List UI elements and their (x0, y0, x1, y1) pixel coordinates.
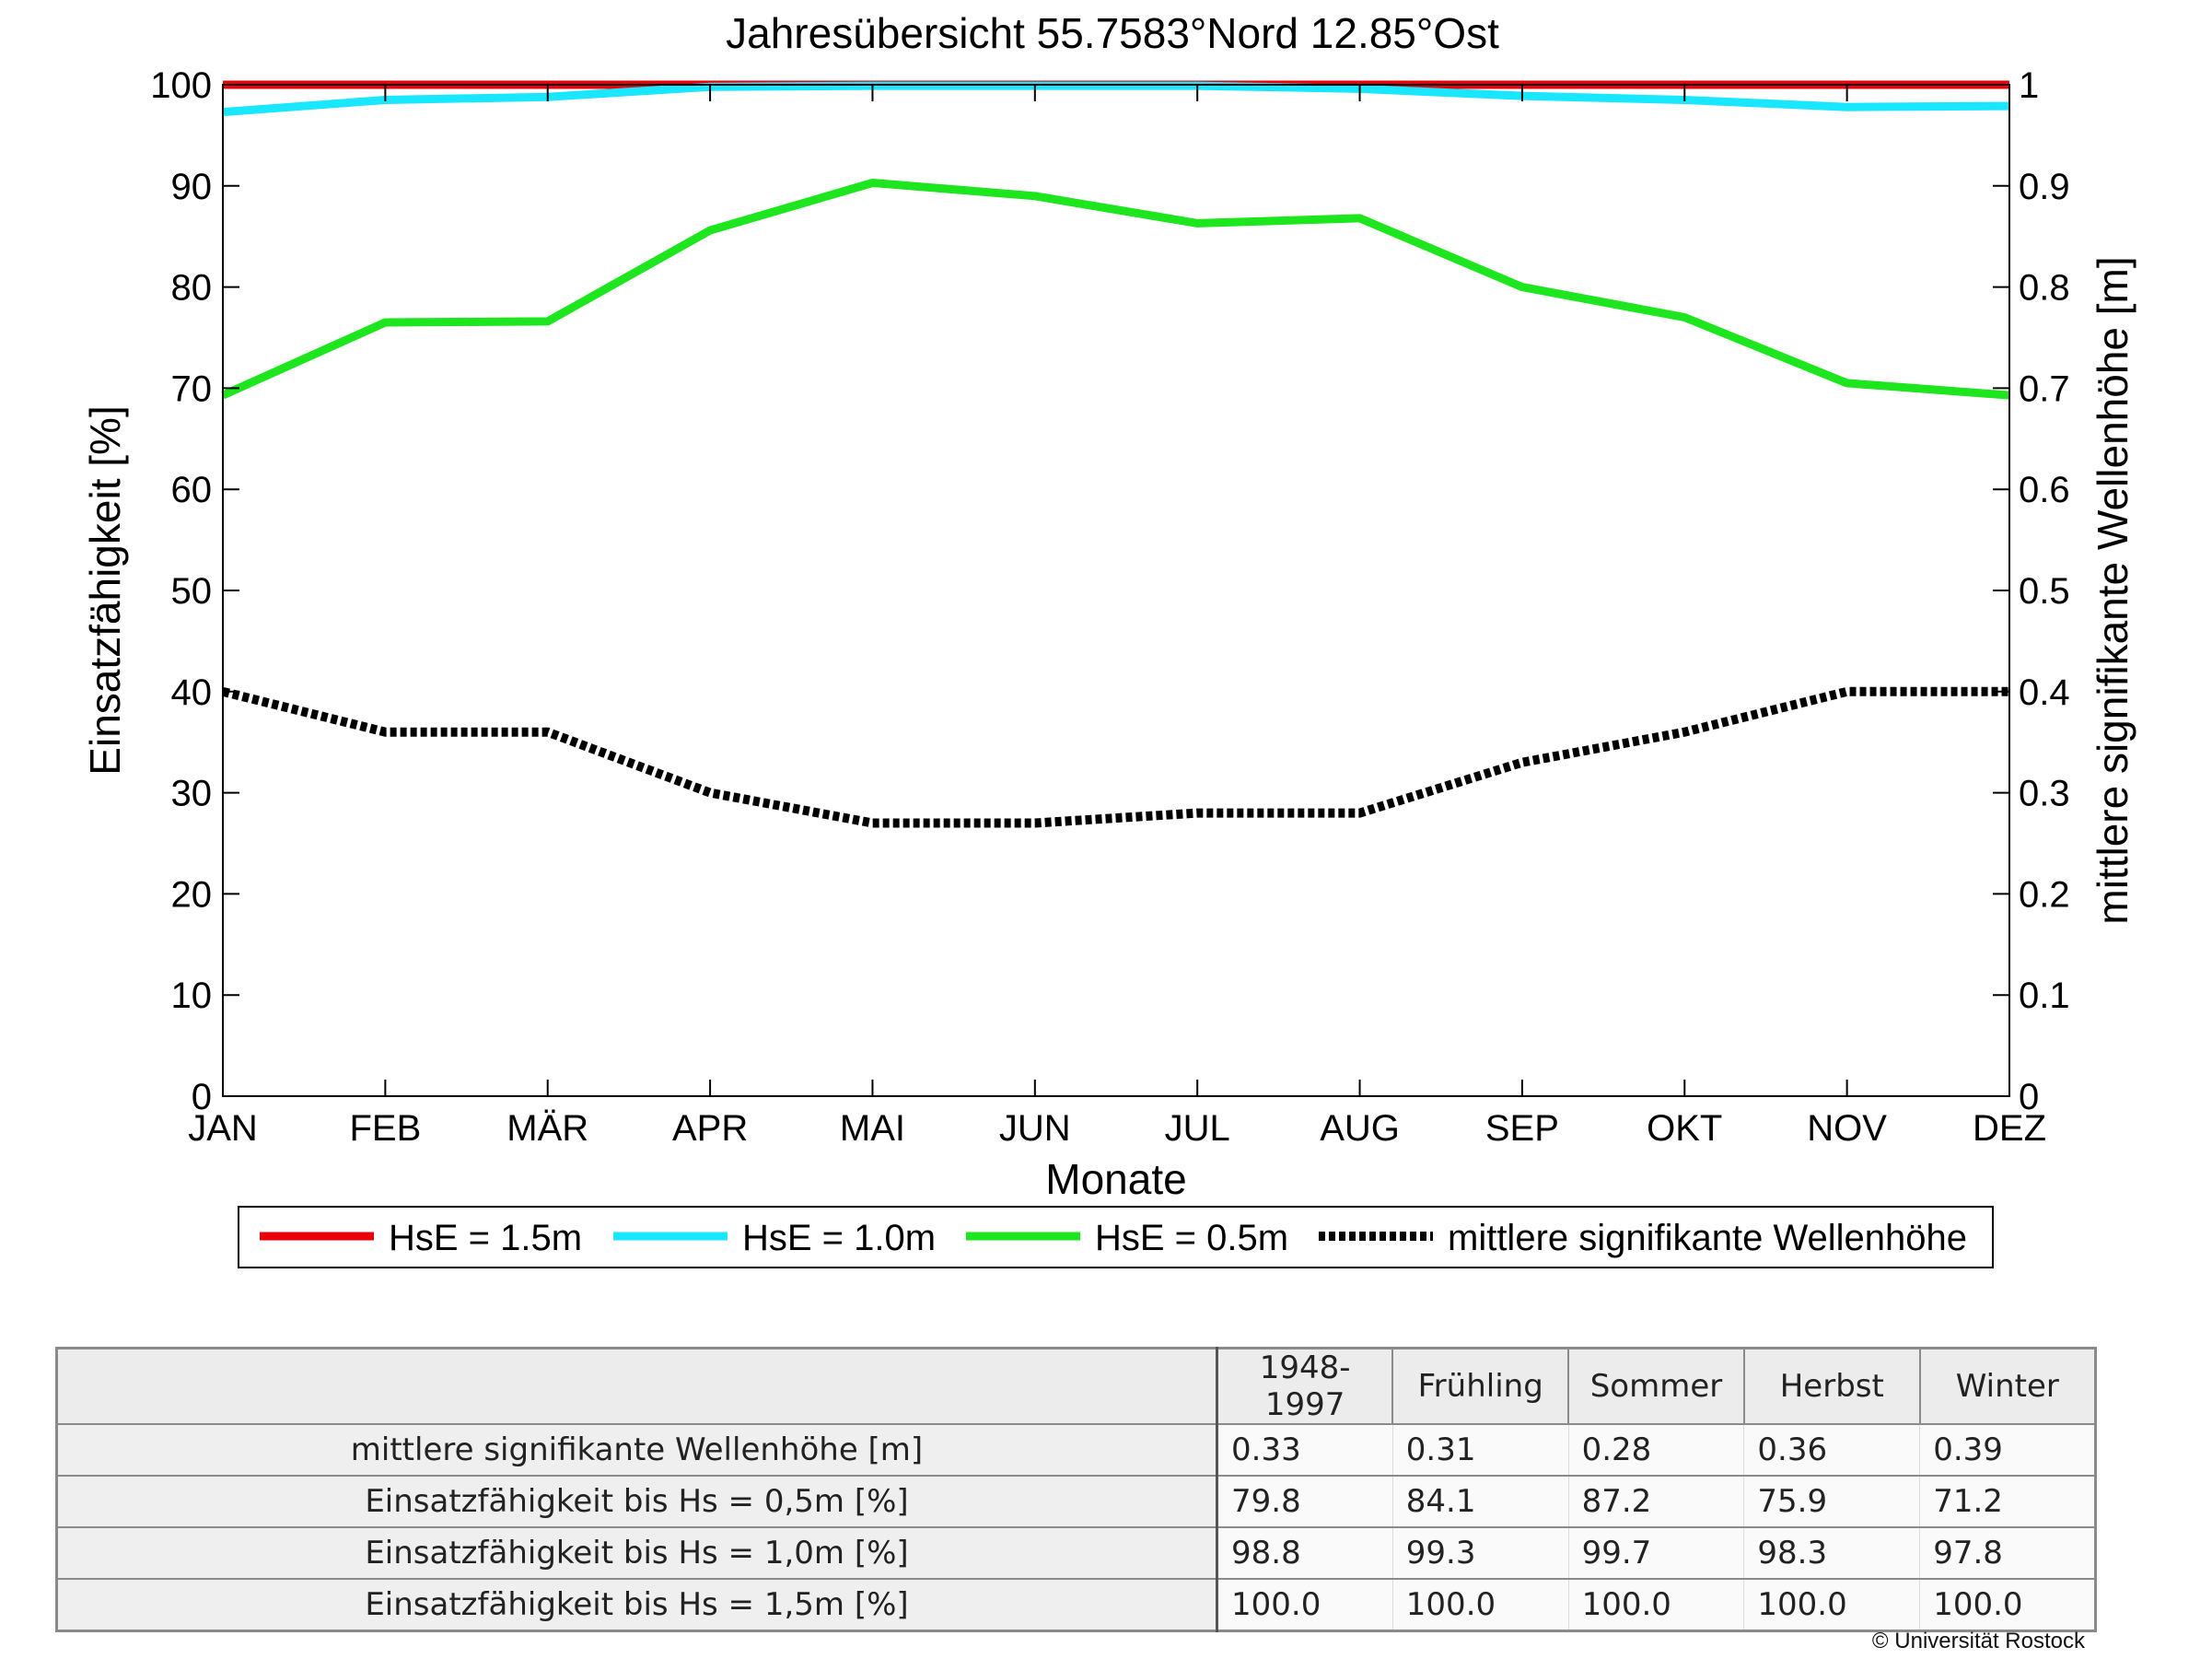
y-tick-label: 100 (150, 65, 212, 106)
table-cell: 100.0 (1391, 1578, 1569, 1632)
table-header-row: 1948-1997 Frühling Sommer Herbst Winter (55, 1347, 2097, 1425)
table-cell: 0.31 (1391, 1423, 1569, 1477)
legend-box (238, 1206, 1994, 1268)
plot-lines (221, 80, 2010, 828)
x-axis-label: Monate (1045, 1155, 1186, 1203)
table-cell: 75.9 (1743, 1475, 1921, 1528)
series-line (221, 179, 2010, 400)
y2-tick-label: 0.4 (2019, 672, 2070, 713)
column-header: 1948-1997 (1216, 1347, 1394, 1425)
y2-tick-label: 0.2 (2019, 874, 2070, 915)
y-tick-label: 70 (171, 368, 213, 409)
x-tick-label: JUL (1165, 1108, 1230, 1149)
table-corner-cell (55, 1347, 1218, 1425)
column-header: Winter (1918, 1347, 2097, 1425)
y2-tick-label: 0.9 (2019, 167, 2070, 207)
y-tick-label: 60 (171, 470, 213, 510)
x-tick-label: JUN (999, 1108, 1071, 1149)
legend-label: HsE = 1.5m (389, 1218, 582, 1258)
column-header: Sommer (1567, 1347, 1745, 1425)
table-cell: 97.8 (1919, 1526, 2096, 1580)
x-tick-label: AUG (1320, 1108, 1400, 1149)
x-tick-label: MAI (840, 1108, 905, 1149)
legend: HsE = 1.5m HsE = 1.0m HsE = 0.5m mittlere s… (260, 1218, 1967, 1258)
series-line (221, 686, 2009, 828)
y2-tick-label: 0.7 (2019, 368, 2070, 409)
x-tick-label: NOV (1807, 1108, 1887, 1149)
y-tick-label: 50 (171, 571, 213, 612)
y2-tick-label: 1 (2019, 65, 2039, 106)
y-tick-label: 20 (171, 874, 213, 915)
statistics-table: 1948-1997 Frühling Sommer Herbst Winter … (55, 1347, 2097, 1632)
y2-axis: 0 0.1 0.2 0.3 0.4 0.5 0.6 0.7 0.8 0.9 1 (1993, 65, 2070, 1117)
x-tick-label: FEB (349, 1108, 421, 1149)
y2-tick-label: 0.3 (2019, 774, 2070, 814)
table-cell: 87.2 (1567, 1475, 1745, 1528)
y-tick-label: 10 (171, 976, 213, 1016)
chart-title: Jahresübersicht 55.7583°Nord 12.85°Ost (726, 9, 1499, 57)
x-tick-label: JAN (188, 1108, 258, 1149)
x-axis: JAN FEB MÄR APR MAI JUN JUL AUG SEP OKT NOV DEZ (188, 85, 2046, 1149)
table-cell: 71.2 (1919, 1475, 2096, 1528)
column-header: Herbst (1742, 1347, 1921, 1425)
x-tick-label: MÄR (506, 1108, 588, 1149)
table-cell: 0.39 (1919, 1423, 2096, 1477)
table-row: Einsatzfähigkeit bis Hs = 1,0m [%] 98.8 … (55, 1526, 2096, 1580)
y-tick-label: 30 (171, 774, 213, 814)
column-header: Frühling (1391, 1347, 1570, 1425)
table-cell: 0.36 (1743, 1423, 1921, 1477)
x-tick-label: OKT (1647, 1108, 1722, 1149)
y2-axis-label: mittlere signifikante Wellenhöhe [m] (2089, 256, 2136, 924)
y2-tick-label: 0 (2019, 1077, 2039, 1117)
y2-tick-label: 0.6 (2019, 470, 2070, 510)
table-cell: 100.0 (1919, 1578, 2096, 1632)
copyright-text: © Universität Rostock (1871, 1629, 2085, 1653)
table-row: mittlere signifikante Wellenhöhe [m] 0.3… (55, 1423, 2096, 1477)
y2-tick-label: 0.8 (2019, 268, 2070, 309)
y2-tick-label: 0.1 (2019, 976, 2070, 1016)
legend-label: HsE = 1.0m (742, 1218, 936, 1258)
table-cell: 0.28 (1567, 1423, 1745, 1477)
row-label: Einsatzfähigkeit bis Hs = 1,0m [%] (55, 1526, 1218, 1580)
x-tick-label: DEZ (1973, 1108, 2046, 1149)
y-axis-label: Einsatzfähigkeit [%] (81, 405, 129, 775)
y-tick-label: 90 (171, 167, 213, 207)
x-tick-label: SEP (1485, 1108, 1559, 1149)
row-label: Einsatzfähigkeit bis Hs = 0,5m [%] (55, 1475, 1218, 1528)
y-axis: 0 10 20 30 40 50 60 70 80 90 100 (150, 65, 239, 1117)
legend-label: mittlere signifikante Wellenhöhe (1448, 1218, 1967, 1258)
table-cell: 98.8 (1217, 1526, 1393, 1580)
table-row: Einsatzfähigkeit bis Hs = 0,5m [%] 79.8 … (55, 1475, 2096, 1528)
table-cell: 84.1 (1391, 1475, 1569, 1528)
table-cell: 98.3 (1743, 1526, 1921, 1580)
x-tick-label: APR (672, 1108, 748, 1149)
table-cell: 100.0 (1567, 1578, 1745, 1632)
table-cell: 100.0 (1743, 1578, 1921, 1632)
row-label: Einsatzfähigkeit bis Hs = 1,5m [%] (55, 1578, 1218, 1632)
y-tick-label: 40 (171, 672, 213, 713)
y-tick-label: 80 (171, 268, 213, 309)
table-cell: 100.0 (1217, 1578, 1393, 1632)
y-tick-label: 0 (192, 1077, 212, 1117)
table-cell: 79.8 (1217, 1475, 1393, 1528)
table-row: Einsatzfähigkeit bis Hs = 1,5m [%] 100.0… (55, 1578, 2096, 1632)
y2-tick-label: 0.5 (2019, 571, 2070, 612)
chart: Jahresübersicht 55.7583°Nord 12.85°Ost 0… (81, 9, 2136, 1268)
series-line (222, 81, 2010, 117)
table-cell: 99.3 (1391, 1526, 1569, 1580)
legend-label: HsE = 0.5m (1095, 1218, 1288, 1258)
row-label: mittlere signifikante Wellenhöhe [m] (55, 1423, 1218, 1477)
plot-frame (222, 84, 2010, 1097)
table-cell: 0.33 (1217, 1423, 1393, 1477)
table-cell: 99.7 (1567, 1526, 1745, 1580)
